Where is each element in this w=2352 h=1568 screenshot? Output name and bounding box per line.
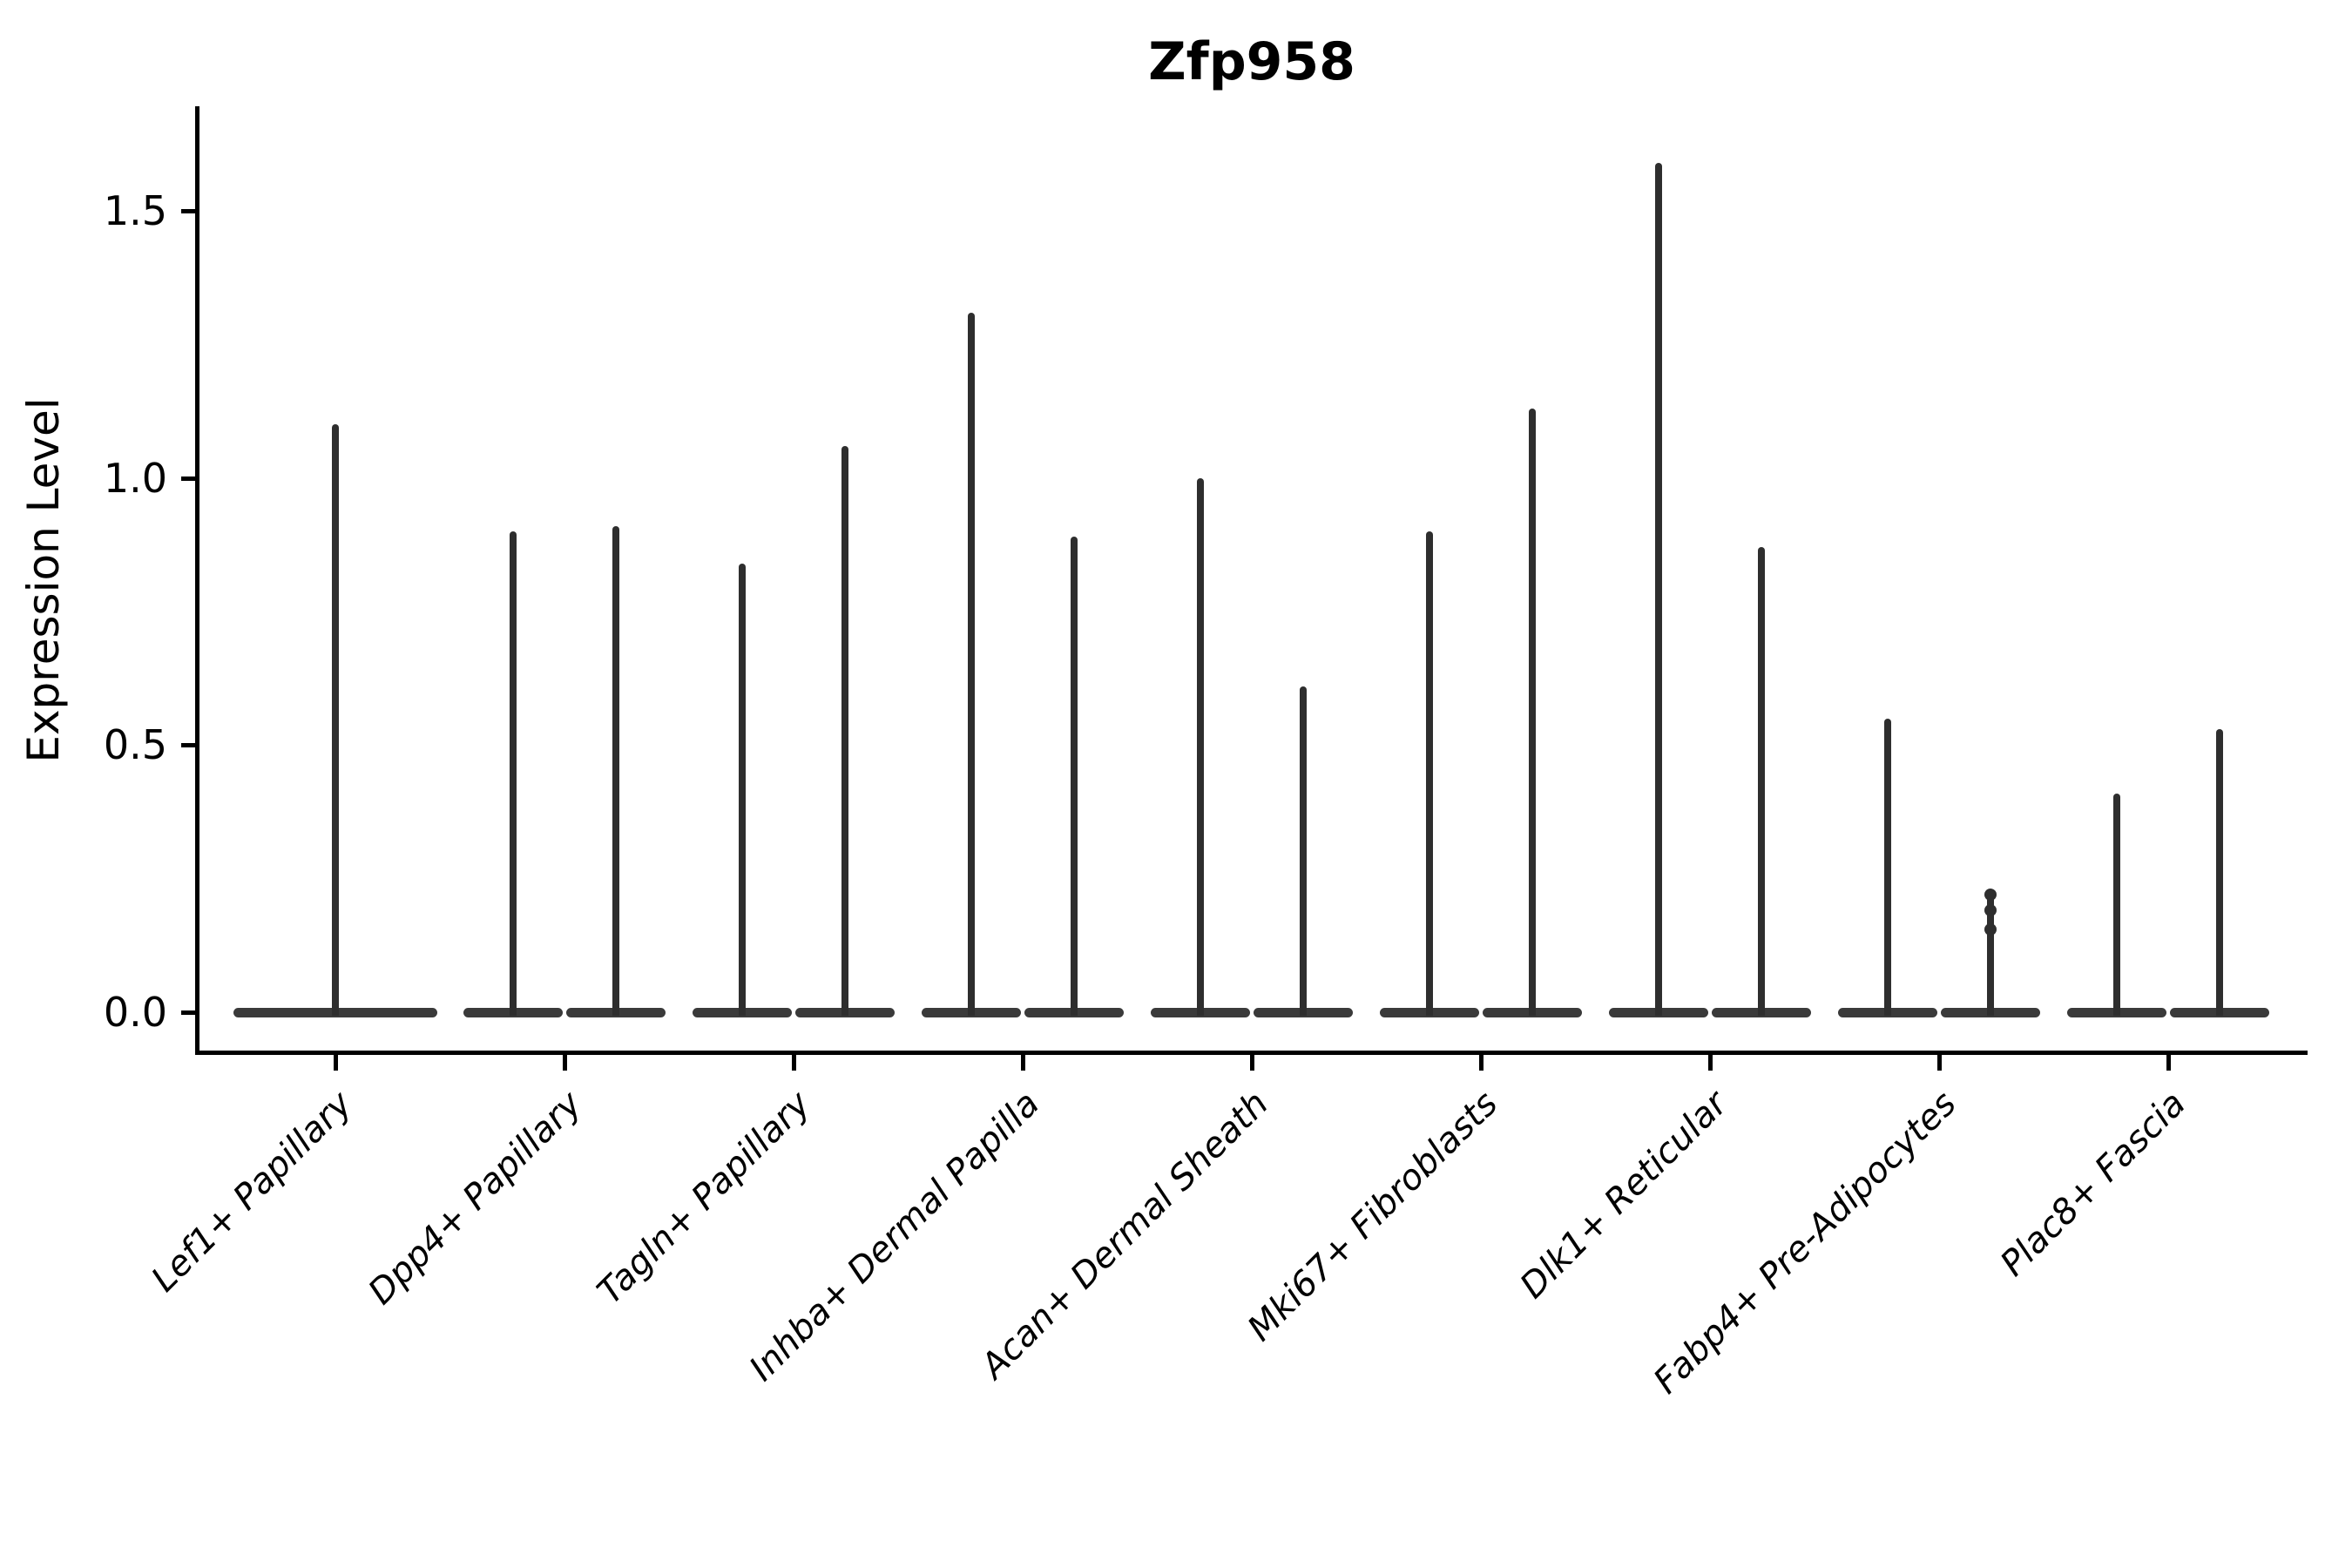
y-tick (181, 209, 195, 213)
outlier-dot (1984, 889, 1997, 902)
violin-spike (1300, 686, 1307, 1016)
x-tick (1937, 1055, 1942, 1071)
violin-spike (332, 424, 339, 1016)
y-tick-label: 0.5 (103, 721, 167, 769)
x-tick (1021, 1055, 1025, 1071)
outlier-dot (1984, 923, 1997, 936)
violin-spike (1071, 537, 1078, 1016)
y-axis-spine (195, 106, 199, 1055)
x-tick (1479, 1055, 1484, 1071)
violin-spike (1884, 718, 1891, 1016)
x-tick-label: Plac8+ Fascia (1992, 1084, 2193, 1285)
violin-spike (1655, 162, 1662, 1016)
violin-spike (739, 563, 746, 1016)
x-tick-label: Mki67+ Fibroblasts (1240, 1084, 1506, 1349)
violin-spike (612, 525, 619, 1016)
violin-spike (510, 531, 517, 1016)
x-axis-spine (195, 1051, 2308, 1055)
violin-spike (1758, 547, 1765, 1016)
y-tick-label: 1.5 (103, 187, 167, 234)
x-tick (1708, 1055, 1713, 1071)
violin-spike (2113, 793, 2120, 1016)
y-tick-label: 0.0 (103, 989, 167, 1036)
y-tick-label: 1.0 (103, 454, 167, 502)
x-tick (563, 1055, 567, 1071)
violin-spike (1529, 408, 1536, 1016)
x-tick (2166, 1055, 2171, 1071)
violin-spike (1987, 895, 1994, 1016)
chart-title: Zfp958 (1148, 31, 1355, 92)
x-tick (334, 1055, 338, 1071)
violin-spike (968, 312, 975, 1016)
x-tick-label: Dlk1+ Reticular (1511, 1084, 1735, 1307)
y-tick (181, 476, 195, 481)
violin-spike (1426, 531, 1433, 1016)
outlier-dot (1984, 904, 1997, 917)
x-tick-label: Tagln+ Papillary (590, 1084, 819, 1313)
violin-spike (2216, 728, 2223, 1016)
x-tick (1250, 1055, 1254, 1071)
x-tick (792, 1055, 796, 1071)
violin-spike (1197, 477, 1204, 1016)
y-tick (181, 1010, 195, 1015)
x-tick-label: Lef1+ Papillary (144, 1084, 361, 1300)
violin-spike (841, 445, 848, 1016)
x-tick-label: Dpp4+ Papillary (361, 1084, 590, 1313)
y-tick (181, 743, 195, 748)
